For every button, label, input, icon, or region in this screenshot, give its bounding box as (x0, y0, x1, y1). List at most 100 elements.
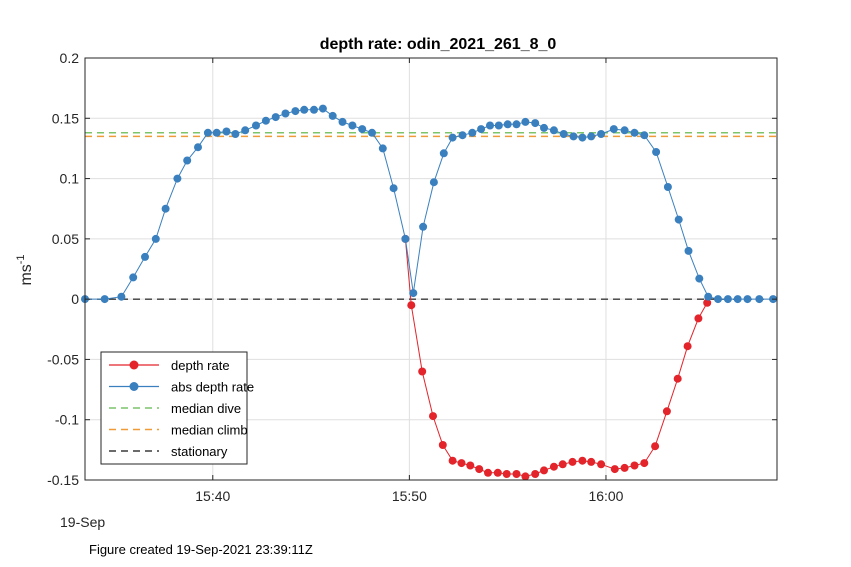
date-label: 19-Sep (60, 514, 105, 530)
depth-rate-point (418, 367, 427, 376)
depth-rate-point (549, 462, 558, 471)
depth-rate-point (512, 470, 521, 478)
series-markers (81, 104, 778, 481)
depth-rate-point (531, 470, 540, 478)
y-tick-label: 0.15 (52, 110, 79, 126)
figure-footer: Figure created 19-Sep-2021 23:39:11Z (89, 542, 313, 557)
depth-rate-point (429, 412, 437, 421)
abs-depth-rate-point (241, 126, 250, 135)
legend-stationary-label: stationary (171, 444, 228, 459)
depth-rate-point (438, 441, 447, 449)
abs-depth-rate-point (203, 128, 212, 137)
abs-depth-rate-point (429, 178, 438, 187)
depth-rate-point (540, 466, 548, 475)
abs-depth-rate-point (569, 132, 578, 141)
abs-depth-rate-point (151, 234, 160, 243)
abs-depth-rate-point (468, 128, 477, 137)
legend-depth-rate-marker (129, 360, 139, 370)
y-tick-label: 0.1 (60, 171, 80, 187)
abs-depth-rate-point (704, 292, 713, 301)
abs-depth-rate-point (695, 274, 704, 283)
depth-rate-point (610, 465, 619, 474)
abs-depth-rate-point (222, 127, 231, 136)
y-tick-label: -0.15 (47, 472, 79, 488)
abs-depth-rate-point (338, 117, 347, 126)
depth-rate-point (640, 459, 649, 468)
abs-depth-rate-point (458, 131, 467, 140)
depth-rate-point (651, 442, 660, 451)
abs-depth-rate-point (368, 128, 376, 137)
y-axis-label-superscript: -1 (15, 254, 27, 264)
abs-depth-rate-point (310, 105, 318, 114)
depth-rate-point (457, 459, 466, 468)
abs-depth-rate-point (714, 295, 722, 304)
abs-depth-rate-point (521, 117, 530, 126)
reference-lines (85, 132, 777, 300)
abs-depth-rate-point (291, 107, 300, 116)
abs-depth-rate-point (358, 125, 367, 134)
depth-rate-point (484, 468, 492, 477)
depth-rate-point (694, 314, 703, 323)
depth-rate-point (568, 457, 577, 466)
abs-depth-rate-point (640, 131, 649, 140)
abs-depth-rate-point (620, 126, 629, 135)
depth-rate-point (620, 463, 629, 472)
depth-rate-point (493, 468, 502, 477)
depth-rate-point (407, 301, 416, 310)
abs-depth-rate-point (183, 156, 192, 165)
abs-depth-rate-point (549, 126, 558, 135)
depth-rate-point (475, 465, 484, 474)
abs-depth-rate-point (271, 113, 280, 122)
abs-depth-rate-point (733, 295, 742, 304)
legend-median-climb-label: median climb (171, 423, 248, 438)
abs-depth-rate-point (559, 130, 568, 138)
abs-depth-rate-point (609, 125, 618, 134)
abs-depth-rate-point (173, 174, 182, 183)
abs-depth-rate-point (389, 184, 398, 193)
abs-depth-rate-point (674, 215, 683, 224)
abs-depth-rate-point (663, 183, 672, 191)
depth-rate-point (558, 460, 567, 469)
y-tick-label: -0.1 (55, 412, 79, 428)
axis-ticks: 0.2 0.15 0.1 0.05 0 -0.05 -0.1 -0.15 15:40 15:50 1… (47, 50, 777, 504)
abs-depth-rate-point (439, 149, 448, 158)
abs-depth-rate-point (448, 133, 457, 142)
abs-depth-rate-point (117, 292, 126, 301)
abs-depth-rate-point (141, 252, 149, 261)
abs-depth-rate-point (419, 222, 428, 231)
abs-depth-rate-point (328, 111, 337, 120)
svg-text:ms-1: ms-1 (15, 254, 35, 285)
abs-depth-rate-point (578, 133, 587, 142)
y-tick-label: 0.05 (52, 231, 79, 247)
abs-depth-rate-point (261, 116, 270, 125)
x-tick-label: 15:50 (392, 488, 427, 504)
depth-rate-point (521, 472, 530, 481)
legend: depth rate abs depth rate median dive media… (100, 351, 254, 465)
abs-depth-rate-point (281, 109, 290, 118)
abs-depth-rate-point (531, 119, 540, 128)
abs-depth-rate-point (252, 121, 260, 130)
depth-rate-point (673, 374, 682, 383)
abs-depth-rate-point (100, 295, 109, 304)
depth-rate-point (578, 456, 587, 465)
plot-frame (84, 57, 778, 481)
abs-depth-rate-point (512, 120, 521, 129)
depth-rate-point (703, 298, 712, 307)
abs-depth-rate-point (378, 144, 387, 153)
depth-rate-point (587, 457, 596, 466)
legend-abs-depth-rate-label: abs depth rate (171, 380, 254, 395)
abs-depth-rate-point (597, 130, 606, 138)
chart-title: depth rate: odin_2021_261_8_0 (320, 36, 557, 53)
abs-depth-rate-point (231, 130, 240, 138)
abs-depth-rate-point (743, 295, 752, 304)
abs-depth-rate-point (477, 125, 486, 134)
abs-depth-rate-point (161, 204, 170, 213)
abs-depth-rate-point (318, 104, 327, 113)
depth-rate-point (662, 407, 671, 416)
abs-depth-rate-point (587, 132, 596, 141)
abs-depth-rate-point (212, 128, 221, 137)
abs-depth-rate-point (723, 295, 732, 304)
abs-depth-rate-point (494, 121, 503, 130)
abs-depth-rate-point (630, 128, 639, 137)
